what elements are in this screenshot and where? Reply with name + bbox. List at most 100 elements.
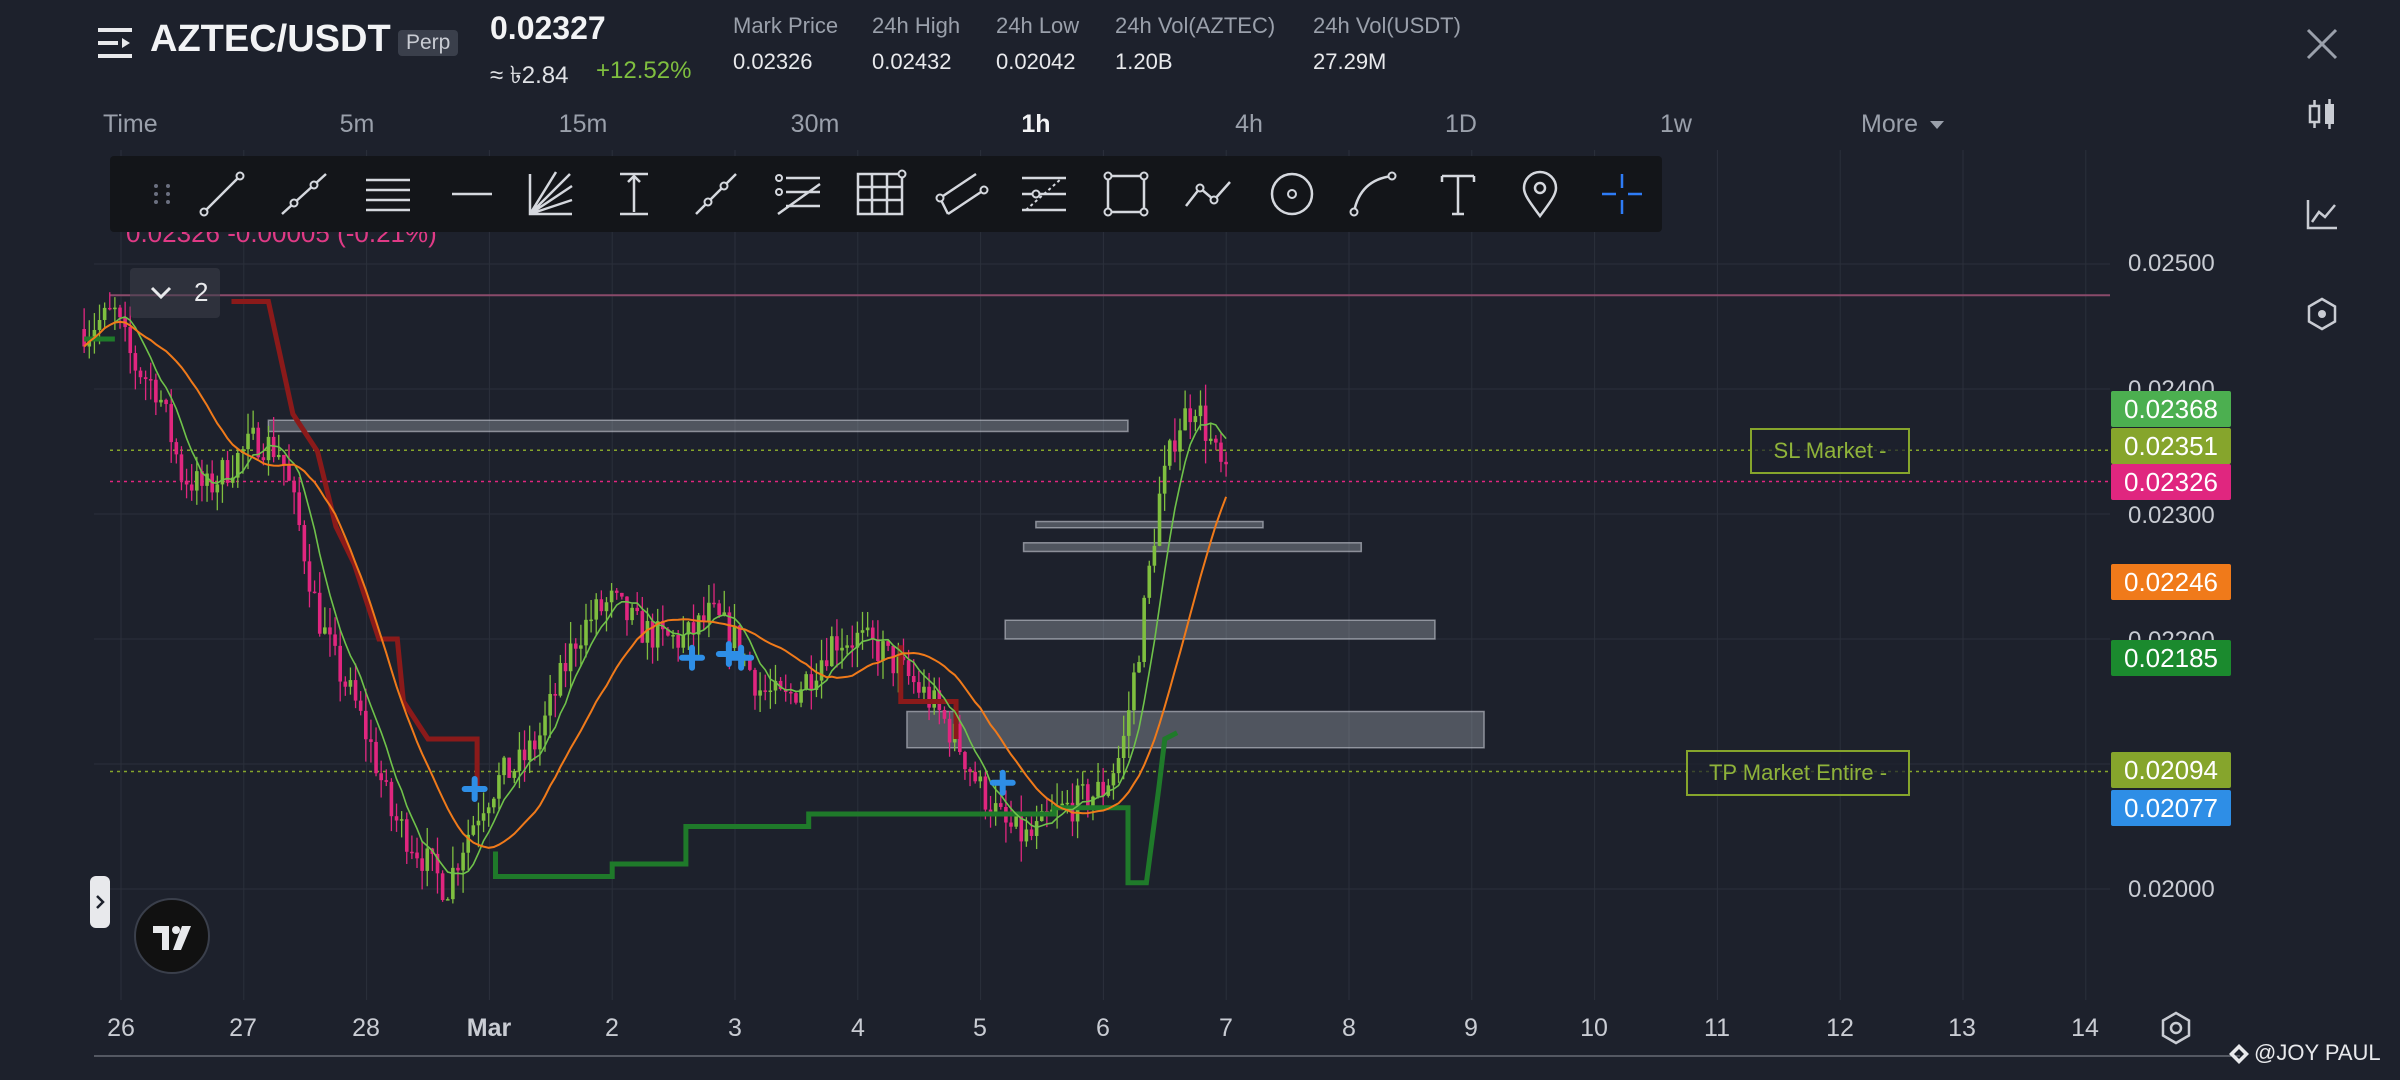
- tab-1h[interactable]: 1h: [1021, 110, 1051, 138]
- candle-body: [1060, 803, 1065, 806]
- candle-body: [471, 825, 476, 835]
- tab-more[interactable]: More: [1861, 110, 1945, 139]
- menu-icon[interactable]: [98, 26, 134, 60]
- pair-title[interactable]: AZTEC/USDT: [150, 18, 391, 60]
- indicator-collapse-button[interactable]: 2: [130, 268, 220, 318]
- candle-body: [891, 645, 896, 674]
- fib-retracement-tool[interactable]: [770, 166, 826, 222]
- candle-body: [512, 770, 517, 778]
- candle-body: [451, 867, 455, 900]
- ray-icon: [281, 173, 327, 215]
- tab-1w[interactable]: 1w: [1660, 110, 1692, 138]
- text-tool[interactable]: [1430, 166, 1486, 222]
- candle-body: [799, 689, 803, 703]
- fan-tool[interactable]: [522, 166, 578, 222]
- fib-levels-tool[interactable]: [1016, 166, 1072, 222]
- trend-line-tool[interactable]: [194, 166, 250, 222]
- candle-body: [1219, 442, 1223, 462]
- indicator-chart-icon[interactable]: [2304, 196, 2340, 232]
- supertrend-line: [84, 299, 1179, 886]
- candle-body: [522, 749, 527, 761]
- y-tick: 0.02000: [2128, 876, 2215, 903]
- x-tick: 26: [107, 1014, 135, 1042]
- candle-body: [502, 757, 506, 776]
- tp-order-label[interactable]: TP Market Entire -: [1686, 750, 1910, 796]
- candle-body: [840, 647, 844, 651]
- crosshair-tool[interactable]: [1594, 166, 1650, 222]
- stat-label: 24h Low: [996, 13, 1080, 38]
- candle-body: [548, 693, 552, 716]
- chart-settings-icon[interactable]: [2158, 1010, 2194, 1046]
- candle-body: [445, 899, 450, 901]
- rectangle-tool[interactable]: [1098, 166, 1154, 222]
- tab-4h[interactable]: 4h: [1235, 110, 1263, 138]
- candle-body: [92, 329, 97, 337]
- path-tool[interactable]: [1180, 166, 1236, 222]
- candle-body: [753, 669, 757, 696]
- fan-icon: [528, 171, 573, 216]
- candle-body: [312, 591, 317, 594]
- candle-body: [993, 803, 998, 815]
- timeframe-bar: Time 5m 15m 30m 1h 4h 1D 1w More: [0, 100, 2260, 150]
- sl-order-label[interactable]: SL Market -: [1750, 428, 1910, 474]
- candle-body: [1214, 438, 1218, 443]
- candle-body: [466, 834, 471, 853]
- path-icon: [1185, 181, 1231, 207]
- tab-5m[interactable]: 5m: [339, 110, 375, 138]
- candle-body: [604, 602, 609, 612]
- tab-time[interactable]: Time: [103, 110, 158, 138]
- candle-body: [681, 634, 686, 648]
- candle-body: [159, 399, 163, 403]
- candle-chart-icon[interactable]: [2304, 96, 2340, 132]
- settings-hex-icon[interactable]: [2304, 296, 2340, 332]
- horizontal-line-tool[interactable]: [444, 166, 500, 222]
- stat-mark-price: Mark Price 0.02326: [733, 13, 838, 75]
- arc-tool[interactable]: [1346, 166, 1402, 222]
- y-tick: 0.02500: [2128, 250, 2215, 277]
- pin-tool[interactable]: [1512, 166, 1568, 222]
- candle-body: [640, 611, 645, 643]
- candle-body: [328, 627, 332, 635]
- extended-line-tool[interactable]: [688, 166, 744, 222]
- candle-body: [947, 718, 952, 743]
- supertrend-down: [231, 299, 480, 789]
- candle-body: [456, 867, 460, 871]
- candle-body: [1091, 796, 1095, 808]
- candle-body: [1080, 784, 1085, 786]
- x-tick: 28: [352, 1014, 380, 1042]
- candle-body: [148, 379, 153, 381]
- candle-body: [1167, 440, 1172, 466]
- drag-handle-icon: [154, 184, 170, 204]
- circle-tool[interactable]: [1264, 166, 1320, 222]
- candle-body: [323, 627, 327, 634]
- candle-body: [266, 436, 271, 461]
- tradingview-logo: [134, 898, 210, 974]
- close-icon[interactable]: [2302, 24, 2342, 64]
- tab-1d[interactable]: 1D: [1445, 110, 1477, 138]
- tab-30m[interactable]: 30m: [790, 110, 840, 138]
- candle-body: [205, 473, 209, 486]
- candle-body: [927, 686, 931, 708]
- expand-panel-tab[interactable]: [90, 876, 110, 928]
- price-range-tool[interactable]: [606, 166, 662, 222]
- candle-body: [829, 636, 834, 667]
- tab-15m[interactable]: 15m: [558, 110, 608, 138]
- horizontal-lines-tool[interactable]: [360, 166, 416, 222]
- candle-body: [220, 460, 225, 485]
- stat-label: 24h Vol(AZTEC): [1115, 13, 1276, 38]
- candle-body: [768, 690, 773, 693]
- stat-value: 1.20B: [1115, 49, 1173, 74]
- candle-body: [1142, 597, 1146, 663]
- fib-retracement-icon: [775, 174, 821, 216]
- candle-body: [164, 399, 168, 405]
- stat-value: 27.29M: [1313, 49, 1387, 74]
- crosshair-icon: [1602, 174, 1642, 214]
- stat-value: 0.02432: [872, 49, 952, 74]
- drag-handle-tool[interactable]: [134, 166, 174, 222]
- grid-tool[interactable]: [852, 166, 908, 222]
- ray-tool[interactable]: [276, 166, 332, 222]
- candle-body: [497, 775, 501, 799]
- parallel-channel-tool[interactable]: [934, 166, 990, 222]
- candle-body: [353, 680, 358, 701]
